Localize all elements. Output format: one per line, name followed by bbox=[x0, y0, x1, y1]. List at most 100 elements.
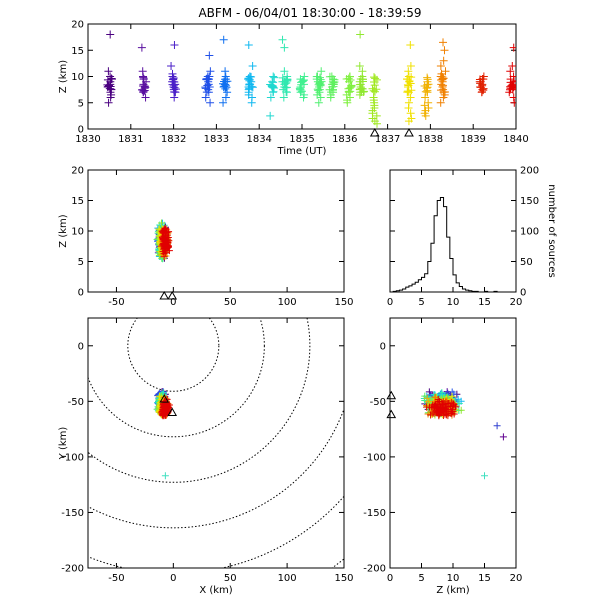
source-point bbox=[279, 93, 288, 102]
source-point bbox=[327, 88, 336, 97]
y-tick-label: 20 bbox=[71, 20, 84, 31]
source-point bbox=[437, 86, 446, 95]
source-point bbox=[406, 62, 415, 70]
y-axis-label: Z (km) bbox=[58, 214, 69, 247]
x-tick-label: 15 bbox=[478, 573, 491, 584]
source-point bbox=[403, 88, 412, 97]
source-point bbox=[165, 228, 173, 236]
y-tick-label: -200 bbox=[61, 564, 84, 575]
source-point bbox=[478, 81, 487, 90]
station-marker bbox=[167, 290, 178, 300]
source-point bbox=[425, 397, 433, 405]
source-point bbox=[248, 62, 257, 70]
range-ring bbox=[88, 318, 265, 438]
y-tick-label: 100 bbox=[520, 227, 539, 238]
source-point bbox=[344, 74, 353, 83]
source-point bbox=[449, 408, 457, 416]
x-y-points bbox=[153, 388, 173, 480]
station-marker bbox=[159, 394, 170, 403]
source-point bbox=[436, 62, 445, 70]
source-point bbox=[247, 98, 256, 107]
x-tick-label: 100 bbox=[278, 573, 297, 584]
source-point bbox=[355, 62, 364, 70]
source-point bbox=[442, 405, 450, 413]
source-point bbox=[343, 98, 352, 107]
source-point bbox=[345, 84, 354, 93]
source-point bbox=[404, 67, 413, 76]
x-tick-label: 50 bbox=[224, 573, 237, 584]
source-point bbox=[406, 93, 415, 102]
source-point bbox=[427, 411, 435, 419]
source-point bbox=[162, 237, 170, 245]
source-point bbox=[106, 30, 115, 39]
source-point bbox=[201, 93, 210, 102]
source-point bbox=[107, 85, 116, 94]
source-point bbox=[270, 83, 279, 92]
y-tick-label: 0 bbox=[78, 341, 84, 352]
source-point bbox=[423, 75, 432, 84]
y-tick-label: 0 bbox=[78, 288, 84, 299]
source-point bbox=[221, 67, 230, 76]
source-point bbox=[329, 82, 338, 91]
x-tick-label: 1834 bbox=[246, 134, 271, 145]
y-axis-label: number of sources bbox=[546, 184, 557, 277]
x-tick-label: 1835 bbox=[289, 134, 314, 145]
y-tick-label: 50 bbox=[520, 257, 533, 268]
source-point bbox=[442, 403, 450, 411]
source-point bbox=[457, 406, 465, 414]
source-point bbox=[245, 79, 254, 88]
source-point bbox=[268, 81, 277, 90]
x-tick-label: 20 bbox=[510, 573, 523, 584]
y-tick-label: -100 bbox=[363, 452, 386, 463]
y-tick-label: 10 bbox=[71, 72, 84, 83]
source-point bbox=[424, 402, 432, 410]
source-point bbox=[442, 411, 450, 419]
source-point bbox=[161, 472, 169, 480]
source-point bbox=[422, 84, 431, 93]
source-point bbox=[266, 111, 275, 120]
source-point bbox=[158, 227, 166, 235]
source-point bbox=[421, 111, 430, 120]
plot-frame bbox=[87, 169, 345, 293]
z-y-panel: 0 5 10 15 20 -200 -150 -100 -50 0 Z (km) bbox=[363, 317, 523, 596]
source-point bbox=[138, 86, 147, 95]
x-tick-label: 5 bbox=[418, 297, 424, 308]
range-ring bbox=[88, 318, 311, 483]
source-point bbox=[202, 88, 211, 97]
y-tick-label: 15 bbox=[71, 196, 84, 207]
station-marker bbox=[386, 409, 397, 419]
source-point bbox=[280, 67, 289, 76]
source-point bbox=[219, 79, 228, 88]
source-point bbox=[139, 87, 148, 96]
source-point bbox=[317, 67, 326, 76]
x-tick-label: 1832 bbox=[161, 134, 186, 145]
source-point bbox=[223, 88, 232, 97]
source-point bbox=[157, 219, 165, 227]
source-point bbox=[346, 76, 355, 85]
source-point bbox=[438, 74, 447, 83]
source-point bbox=[104, 67, 113, 76]
source-point bbox=[297, 87, 306, 96]
source-point bbox=[201, 83, 210, 92]
station-marker bbox=[167, 407, 178, 416]
source-point bbox=[161, 243, 169, 251]
source-point bbox=[369, 86, 378, 95]
source-point bbox=[299, 93, 308, 102]
x-tick-label: 1830 bbox=[75, 134, 100, 145]
range-ring bbox=[127, 318, 220, 392]
source-point bbox=[203, 81, 212, 90]
source-point bbox=[170, 83, 179, 92]
x-tick-label: 50 bbox=[224, 297, 237, 308]
time-height-panel: 1830 1831 1832 1833 1834 1835 1836 1837 1838 1839… bbox=[58, 20, 529, 158]
source-point bbox=[161, 234, 169, 242]
source-point bbox=[106, 93, 115, 102]
x-tick-label: 5 bbox=[418, 573, 424, 584]
source-point bbox=[266, 93, 275, 102]
source-point bbox=[280, 77, 289, 86]
x-z-panel: -50 0 50 100 150 0 5 10 15 20 Z (km) bbox=[58, 166, 354, 309]
time-height-points bbox=[103, 30, 516, 128]
source-point bbox=[296, 85, 305, 94]
source-point bbox=[407, 86, 416, 95]
source-point bbox=[424, 80, 433, 89]
